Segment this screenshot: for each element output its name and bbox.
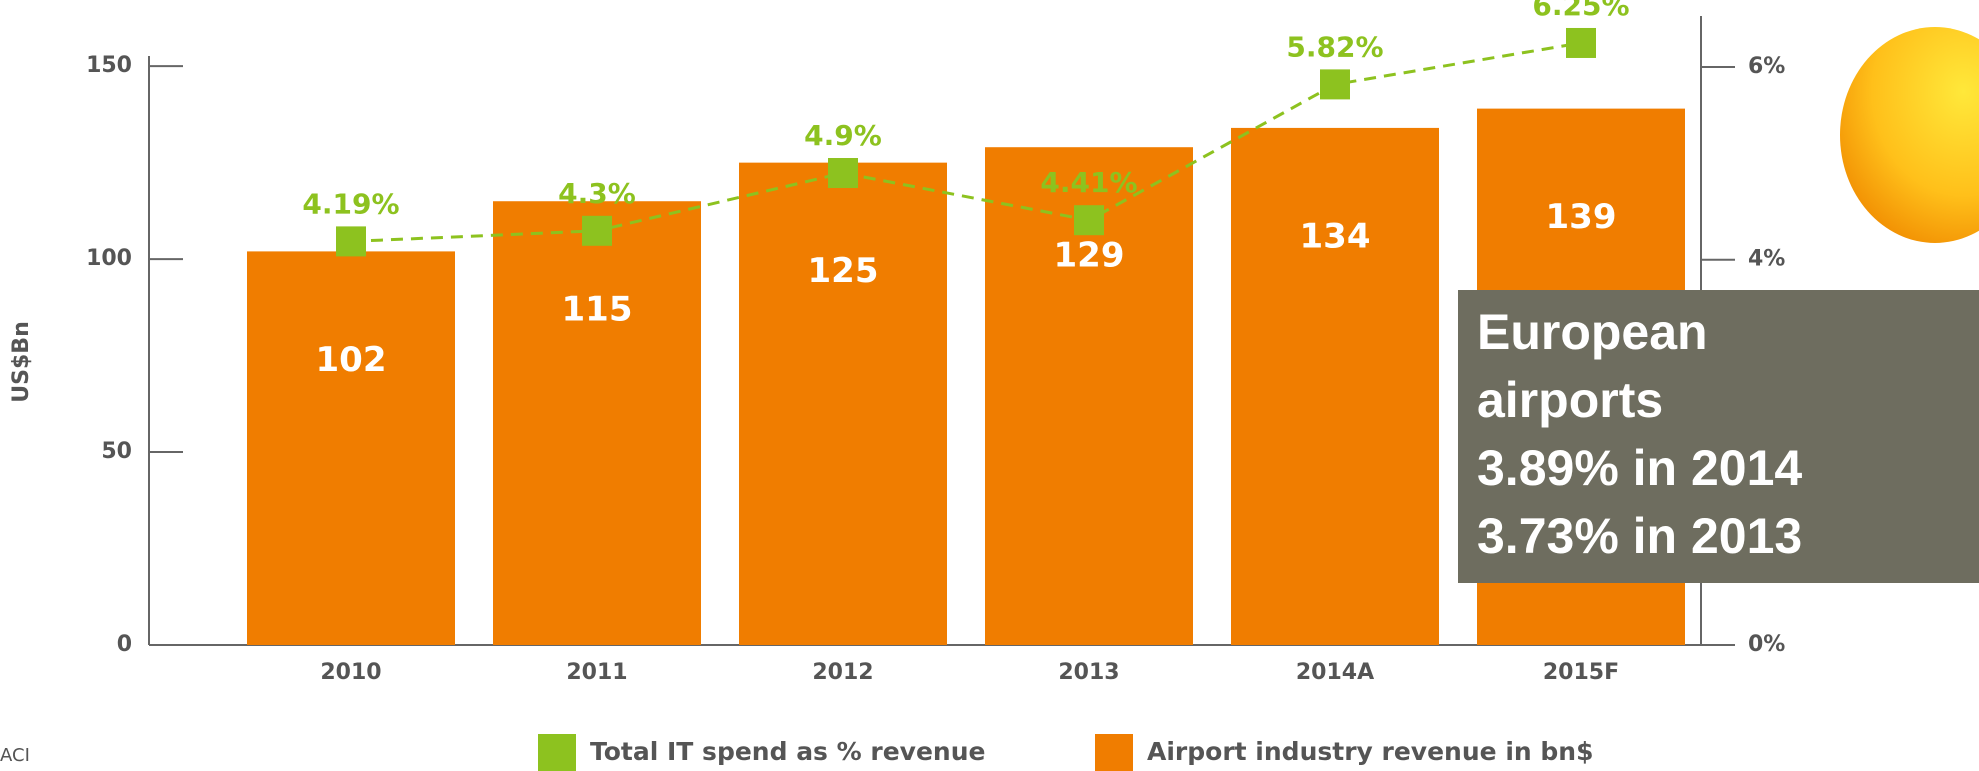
y-axis-label: US$Bn xyxy=(9,321,34,402)
line-marker xyxy=(336,226,366,257)
line xyxy=(350,41,1582,243)
bar xyxy=(1231,127,1439,646)
legend-label: Total IT spend as % revenue xyxy=(590,737,985,766)
x-tick-label: 2011 xyxy=(566,660,627,685)
decoration xyxy=(1840,27,1979,243)
source: ACI xyxy=(0,745,30,766)
bar xyxy=(247,251,455,645)
line-marker xyxy=(1320,69,1350,100)
annotation-text: 3.73% in 2013 xyxy=(1477,508,1802,564)
y2-tick-label: 6% xyxy=(1748,54,1785,79)
y-tick-label: 150 xyxy=(86,53,132,78)
x-tick-label: 2013 xyxy=(1058,660,1119,685)
legend-swatch xyxy=(1095,734,1133,771)
y2-tick-label: 0% xyxy=(1748,632,1785,657)
bar-value-label: 129 xyxy=(1054,236,1125,276)
annotation-box xyxy=(1458,290,1979,583)
legend-swatch xyxy=(538,734,576,771)
line-marker xyxy=(1566,27,1596,58)
y-tick-label: 50 xyxy=(101,439,132,464)
line-marker xyxy=(582,215,612,246)
y2-tick-label: 4% xyxy=(1748,247,1785,272)
line-marker xyxy=(1074,205,1104,236)
bar-value-label: 139 xyxy=(1546,197,1617,237)
line-marker xyxy=(828,158,858,189)
x-tick-label: 2015F xyxy=(1543,660,1619,685)
line-value-label: 4.19% xyxy=(302,187,399,220)
annotation-text: 3.89% in 2014 xyxy=(1477,440,1802,496)
bar-value-label: 125 xyxy=(808,251,879,291)
legend-label: Airport industry revenue in bn$ xyxy=(1147,737,1593,766)
y-tick-label: 0 xyxy=(117,632,132,657)
bar-value-label: 134 xyxy=(1300,216,1371,256)
line-value-label: 6.25% xyxy=(1532,0,1629,22)
x-tick-label: 2010 xyxy=(320,660,381,685)
line-value-label: 4.3% xyxy=(558,177,636,210)
annotation-text: airports xyxy=(1477,372,1663,428)
y-tick-label: 100 xyxy=(86,246,132,271)
bar-value-label: 102 xyxy=(316,340,387,380)
line-value-label: 4.9% xyxy=(804,119,882,152)
annotation-text: European xyxy=(1477,304,1708,360)
bar-value-label: 115 xyxy=(562,290,633,330)
x-tick-label: 2014A xyxy=(1296,660,1374,685)
line-value-label: 5.82% xyxy=(1286,30,1383,63)
x-tick-label: 2012 xyxy=(812,660,873,685)
line-value-label: 4.41% xyxy=(1040,166,1137,199)
bar xyxy=(493,201,701,645)
bar xyxy=(739,162,947,645)
